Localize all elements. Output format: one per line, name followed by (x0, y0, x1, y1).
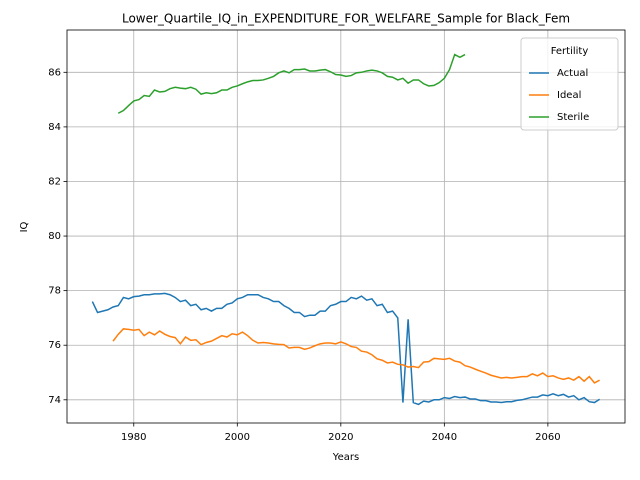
line-series (91, 292, 601, 406)
chart-title: Lower_Quartile_IQ_in_EXPENDITURE_FOR_WEL… (122, 12, 570, 26)
y-tick-label: 84 (48, 122, 61, 133)
y-axis-label: IQ (19, 221, 30, 232)
legend: Fertility Actual Ideal Sterile (520, 37, 619, 131)
legend-label: Sterile (557, 112, 589, 123)
legend-label: Actual (557, 68, 588, 79)
x-tick-label: 2020 (328, 432, 353, 443)
x-axis-label: Years (332, 452, 359, 463)
x-tick-label: 2000 (225, 432, 250, 443)
plot-frame (66, 29, 626, 424)
y-tick-label: 80 (48, 231, 61, 242)
y-tick-label: 78 (48, 286, 61, 297)
y-tick-label: 76 (48, 340, 61, 351)
legend-title: Fertility (551, 46, 589, 57)
y-tick-label: 86 (48, 67, 61, 78)
legend-box (520, 37, 619, 131)
x-tick-label: 2040 (432, 432, 457, 443)
legend-label: Ideal (557, 90, 581, 101)
y-tick-label: 82 (48, 176, 61, 187)
line-series (117, 53, 466, 114)
x-tick-label: 1980 (121, 432, 146, 443)
line-series (112, 328, 600, 384)
y-tick-label: 74 (48, 395, 61, 406)
x-tick-label: 2060 (535, 432, 560, 443)
